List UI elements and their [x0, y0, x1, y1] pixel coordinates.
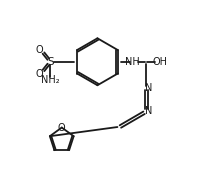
Text: O: O [36, 69, 43, 79]
Text: NH₂: NH₂ [41, 75, 60, 85]
Text: O: O [36, 45, 43, 55]
Text: N: N [144, 106, 152, 116]
Text: OH: OH [153, 57, 168, 67]
Text: O: O [58, 122, 65, 133]
Text: S: S [47, 57, 54, 67]
Text: N: N [144, 83, 152, 93]
Text: NH: NH [125, 57, 140, 67]
